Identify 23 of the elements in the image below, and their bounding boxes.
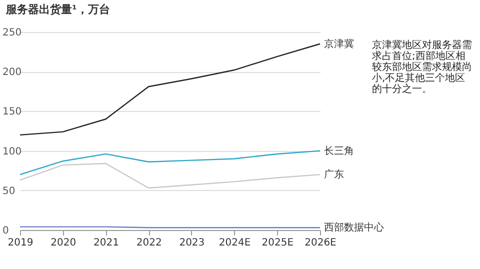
x-tick-label: 2026E [304, 238, 336, 248]
text: 京津冀地区对服务器需求占首位;西部地区相较东部地区需求规模尚小,不足其他三个地区的十分之一。 [372, 39, 472, 95]
line-series [19, 162, 321, 189]
x-tick-label: 2025E [262, 238, 294, 248]
y-tick-label: 50 [2, 186, 16, 197]
y-tick-label: 100 [2, 146, 22, 158]
x-tick-label: 2022 [136, 238, 162, 248]
chart-title: 服务器出货量¹，万台 [5, 3, 110, 16]
series-label: 西部数据中心 [324, 222, 384, 234]
line-series [19, 43, 321, 136]
y-tick-label: 200 [2, 67, 22, 78]
y-tick-label: 150 [2, 106, 22, 118]
series-label: 京津冀 [324, 38, 354, 50]
line-series [19, 150, 321, 176]
y-tick-label: 0 [2, 226, 9, 236]
x-tick-label: 2024E [218, 238, 251, 248]
y-tick-label: 250 [2, 28, 22, 38]
x-tick-label: 2020 [50, 238, 76, 248]
x-tick-label: 2023 [179, 238, 205, 248]
series-label: 广东 [324, 168, 344, 181]
series-label: 长三角 [324, 144, 354, 157]
x-tick-label: 2019 [8, 238, 34, 248]
x-tick-label: 2021 [93, 238, 119, 248]
